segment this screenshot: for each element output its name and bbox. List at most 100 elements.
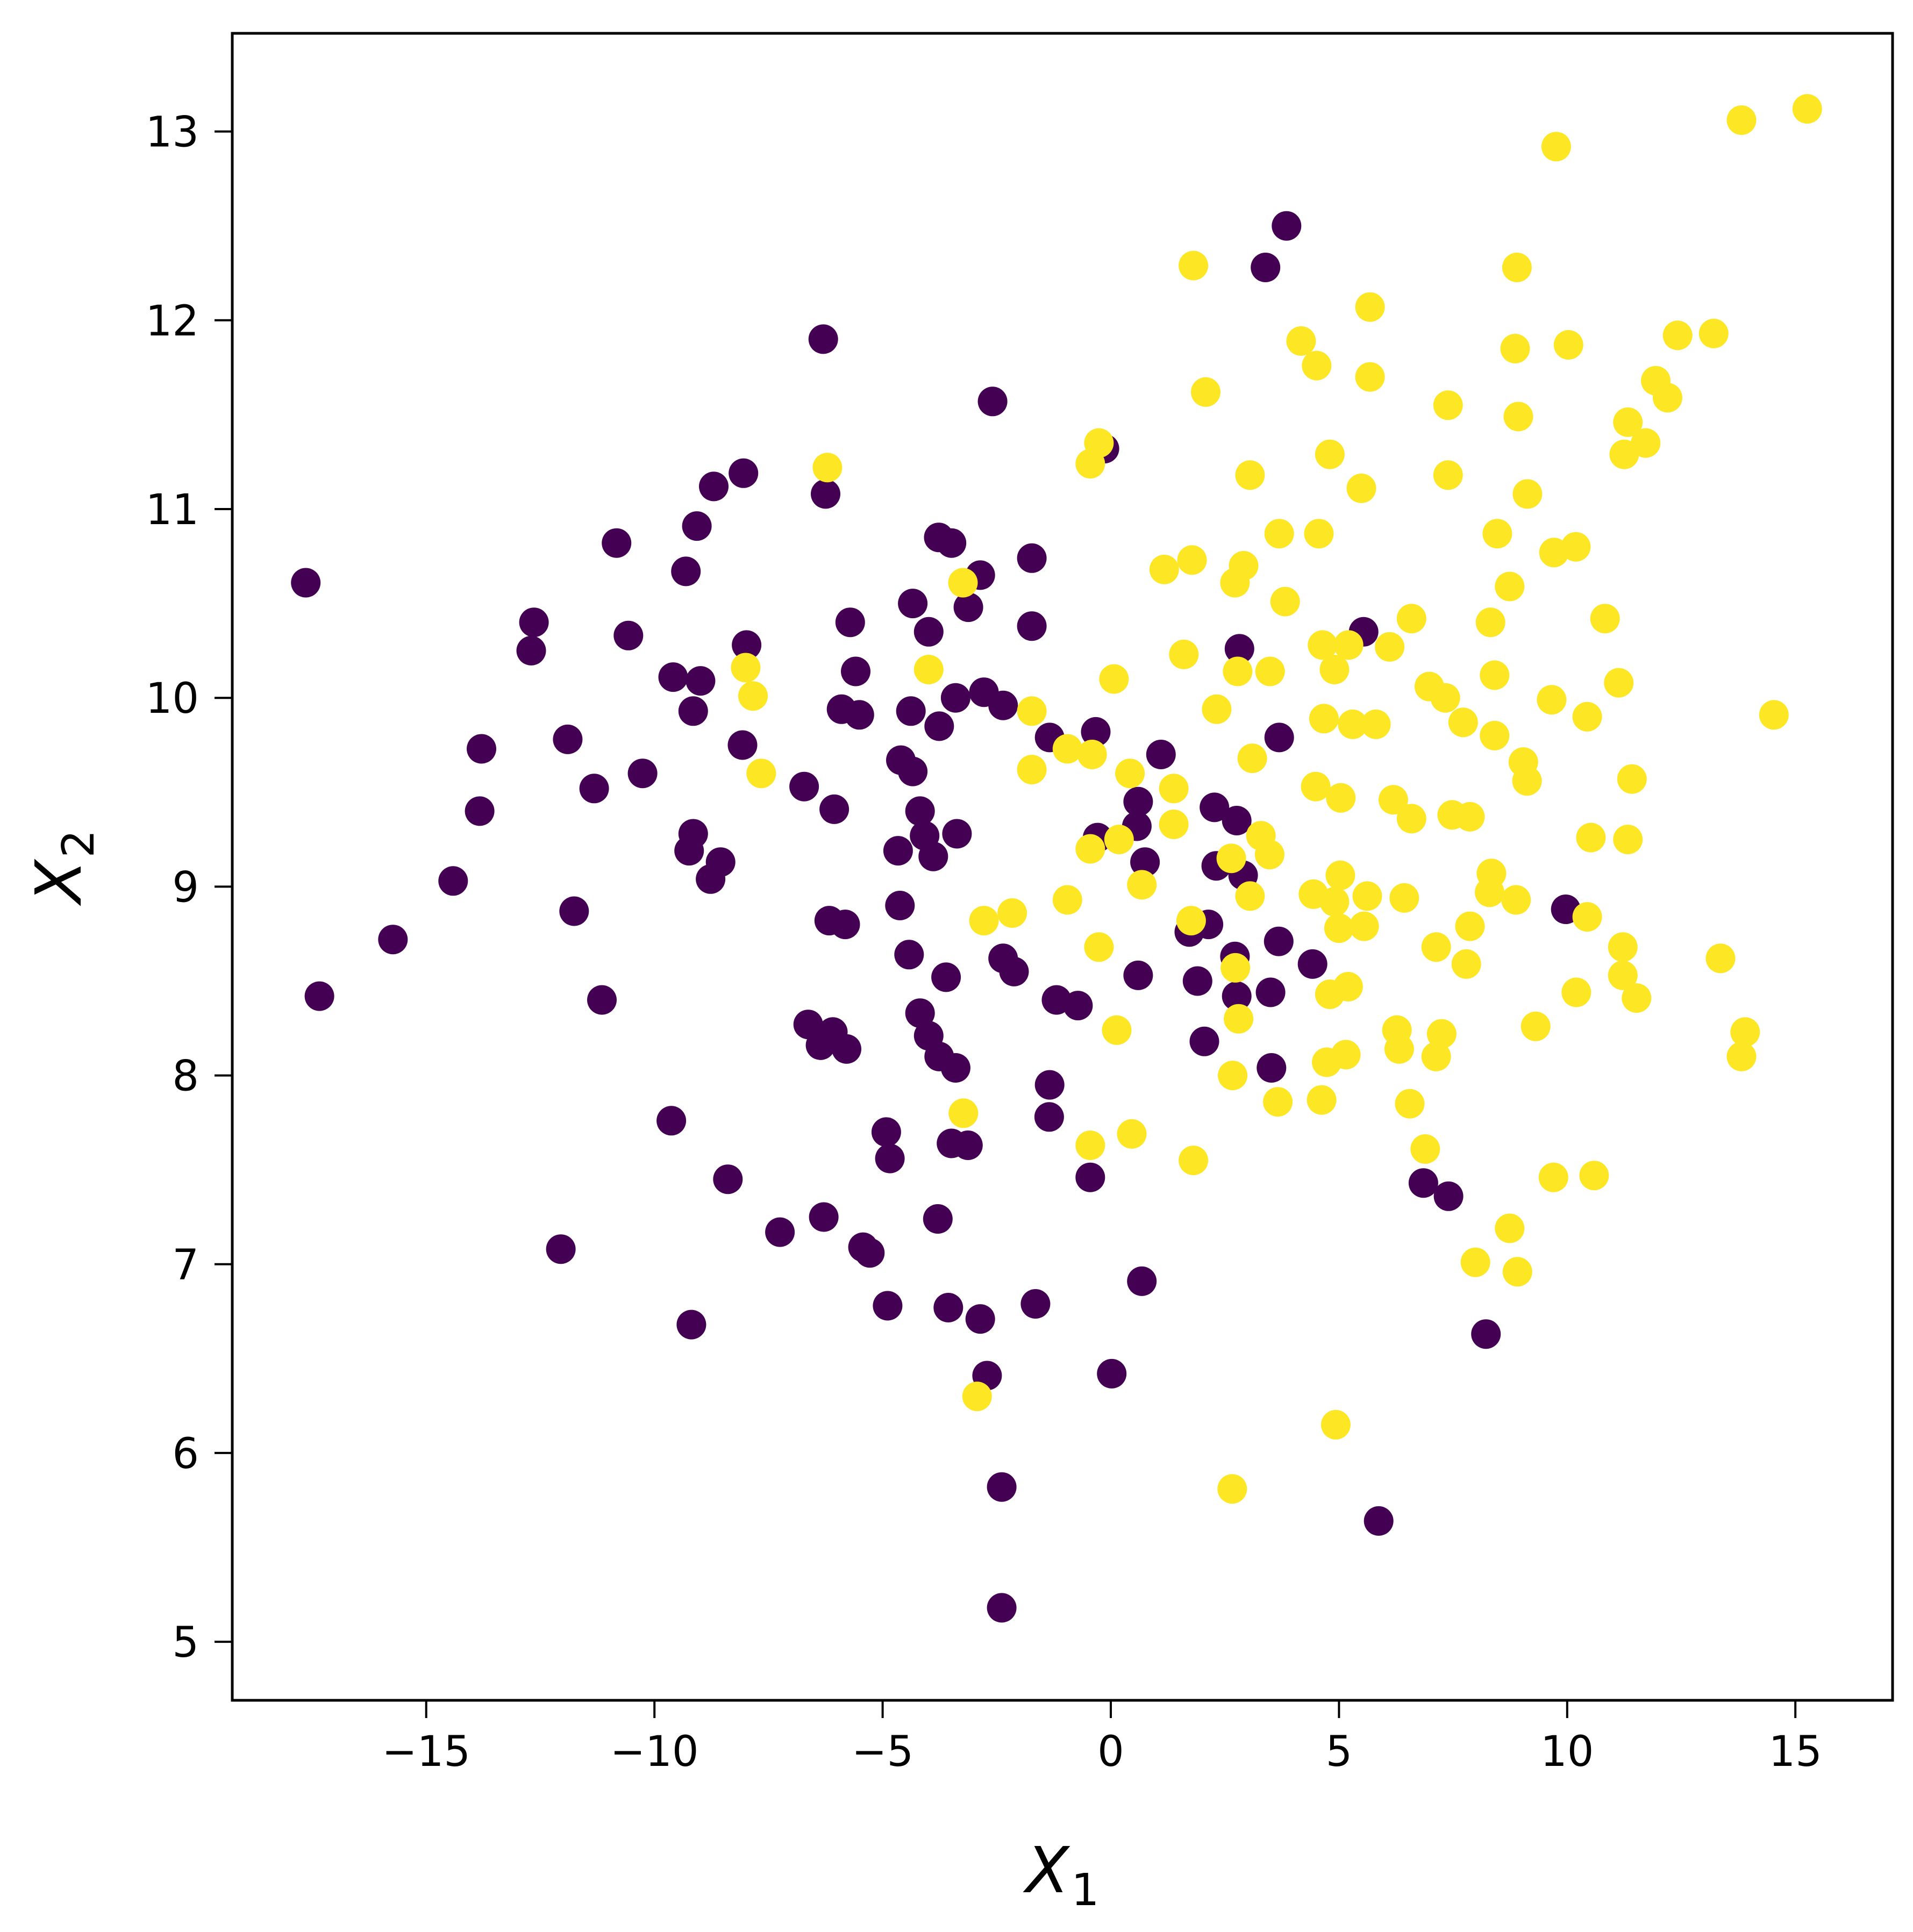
- data-point-class-0: [656, 1106, 687, 1136]
- data-point-class-1: [1421, 1041, 1451, 1071]
- data-point-class-1: [1579, 1161, 1609, 1191]
- data-point-class-1: [1104, 825, 1134, 855]
- data-point-class-0: [953, 1130, 983, 1160]
- data-point-class-1: [1502, 1257, 1532, 1287]
- data-point-class-1: [1355, 362, 1385, 392]
- data-point-class-0: [559, 896, 589, 926]
- data-point-class-0: [682, 511, 712, 541]
- data-point-class-0: [438, 866, 468, 896]
- data-point-class-1: [1617, 764, 1647, 794]
- data-point-class-1: [1662, 320, 1693, 350]
- data-point-class-1: [1017, 755, 1047, 785]
- data-point-class-1: [1613, 825, 1643, 855]
- data-point-class-1: [1270, 586, 1300, 617]
- data-point-class-1: [1264, 519, 1294, 549]
- data-point-class-1: [1448, 707, 1478, 738]
- data-point-class-0: [977, 387, 1008, 417]
- data-point-class-1: [1604, 668, 1634, 698]
- data-point-class-1: [1319, 887, 1350, 917]
- data-point-class-0: [465, 796, 495, 826]
- data-point-class-0: [885, 891, 915, 920]
- data-point-class-1: [1127, 870, 1157, 900]
- data-point-class-1: [1410, 1134, 1440, 1164]
- data-point-class-1: [1235, 460, 1265, 490]
- data-point-class-0: [1063, 991, 1093, 1021]
- data-point-class-1: [1176, 906, 1206, 936]
- data-point-class-1: [1191, 377, 1220, 407]
- x-axis-label: X1: [1022, 1833, 1099, 1916]
- data-point-class-0: [898, 756, 928, 786]
- data-point-class-1: [1177, 545, 1207, 575]
- data-point-class-1: [1320, 1409, 1351, 1440]
- data-point-class-1: [1495, 1213, 1525, 1243]
- data-point-class-1: [1346, 473, 1376, 503]
- data-point-class-0: [894, 940, 924, 970]
- data-point-class-0: [1130, 847, 1160, 877]
- data-point-class-1: [731, 653, 761, 683]
- data-point-class-1: [1705, 943, 1736, 974]
- data-point-class-0: [988, 690, 1018, 720]
- data-point-class-0: [546, 1234, 576, 1264]
- data-point-class-0: [953, 592, 983, 622]
- data-point-class-1: [1220, 953, 1251, 983]
- data-point-class-1: [1308, 630, 1338, 660]
- data-point-class-1: [1315, 439, 1345, 469]
- data-point-class-1: [1698, 318, 1729, 348]
- data-point-class-1: [1553, 330, 1583, 360]
- data-point-class-1: [1084, 932, 1114, 962]
- data-point-class-1: [1396, 604, 1426, 634]
- data-point-class-0: [1017, 543, 1047, 573]
- y-axis: 5 6 7 8 9 10 11 12 13: [146, 109, 232, 1667]
- data-point-class-0: [924, 711, 954, 741]
- data-point-class-0: [999, 956, 1029, 986]
- points-layer: [291, 94, 1822, 1623]
- data-point-class-1: [1503, 402, 1533, 432]
- data-point-class-0: [1272, 211, 1302, 241]
- data-point-class-0: [1189, 1026, 1219, 1056]
- data-point-class-1: [1159, 810, 1189, 839]
- y-tick-label: 7: [172, 1241, 199, 1290]
- data-point-class-1: [1325, 860, 1355, 890]
- data-point-class-0: [602, 528, 632, 558]
- data-point-class-0: [809, 1202, 839, 1232]
- data-point-class-0: [1097, 1358, 1127, 1389]
- x-tick-label: −5: [852, 1728, 913, 1776]
- data-point-class-1: [1304, 519, 1334, 549]
- data-point-class-0: [811, 479, 840, 509]
- data-point-class-0: [1075, 1162, 1105, 1192]
- data-point-class-0: [913, 617, 944, 647]
- data-point-class-1: [1326, 783, 1356, 813]
- data-point-class-0: [1251, 253, 1281, 282]
- data-point-class-1: [1538, 1162, 1568, 1192]
- data-point-class-1: [997, 898, 1027, 928]
- data-point-class-1: [1217, 1474, 1247, 1504]
- data-point-class-1: [1389, 883, 1419, 913]
- data-point-class-1: [948, 1098, 979, 1128]
- y-axis-label: X2: [22, 829, 104, 906]
- data-point-class-1: [1480, 720, 1510, 750]
- data-point-class-0: [918, 841, 948, 871]
- data-point-class-0: [291, 568, 321, 598]
- data-point-class-1: [1309, 704, 1339, 734]
- data-point-class-1: [1331, 1040, 1361, 1070]
- data-point-class-0: [841, 656, 870, 686]
- data-point-class-0: [875, 1143, 905, 1173]
- data-point-class-1: [1263, 1087, 1293, 1117]
- data-point-class-1: [1075, 834, 1105, 864]
- data-point-class-0: [933, 1293, 963, 1322]
- x-tick-label: 5: [1326, 1728, 1353, 1776]
- data-point-class-1: [1286, 326, 1316, 356]
- data-point-class-0: [1264, 722, 1294, 753]
- data-point-class-0: [729, 458, 759, 488]
- data-point-class-0: [987, 1472, 1017, 1502]
- data-point-class-0: [696, 864, 726, 894]
- data-point-class-1: [1426, 1019, 1457, 1049]
- data-point-class-0: [898, 589, 928, 619]
- data-point-class-0: [1224, 634, 1254, 664]
- data-point-class-1: [1609, 439, 1639, 469]
- data-point-class-0: [940, 683, 970, 713]
- data-point-class-0: [1146, 740, 1176, 769]
- data-point-class-0: [830, 910, 860, 940]
- data-point-class-1: [1421, 932, 1451, 962]
